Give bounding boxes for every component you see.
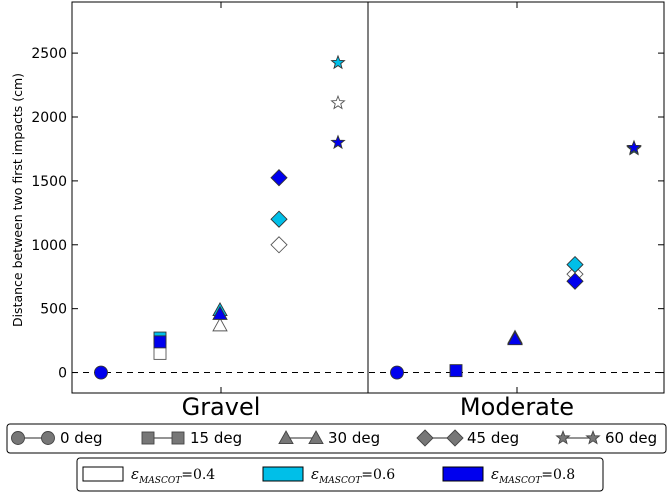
y-tick-label: 2000 [31,110,67,126]
panel-label-gravel: Gravel [182,393,261,421]
data-point [507,331,523,346]
legend-marker-star [555,429,571,445]
legend-label-angle: 0 deg [60,429,103,447]
legend-swatch [262,466,304,482]
data-point [270,236,288,254]
y-axis-label: Distance between two first impacts (cm) [10,73,25,327]
data-point [330,94,346,110]
legend-label-eps: εMASCOT=0.6 [311,465,395,486]
panel-label-moderate: Moderate [460,393,574,421]
angle-legend-frame [6,423,667,454]
data-point [390,365,404,380]
data-point [330,134,346,150]
legend-marker-triangle [308,430,324,445]
data-point [153,346,167,360]
data-point [626,139,642,155]
legend-label-angle: 60 deg [605,429,657,447]
legend-marker-triangle [278,430,294,445]
legend-marker-star [585,429,601,445]
data-point [566,272,584,290]
data-point [449,364,463,378]
angle-legend: 0 deg 15 deg 30 deg 45 deg 60 deg [6,423,667,454]
y-tick-label: 0 [58,366,67,382]
y-tick-label: 2500 [31,46,67,62]
legend-swatch [82,466,124,482]
legend-swatch [442,466,484,482]
data-point [212,317,228,332]
legend-label-angle: 15 deg [190,429,242,447]
data-point [153,335,167,349]
legend-marker-diamond [446,429,464,447]
legend-marker-square [171,431,185,445]
eps-legend-frame [76,457,604,492]
mascot-eps-legend: εMASCOT=0.4 εMASCOT=0.6 εMASCOT=0.8 [76,457,604,492]
data-point [566,255,584,274]
y-tick-label: 1500 [31,174,67,190]
data-point [94,365,108,380]
legend-label-eps: εMASCOT=0.8 [491,465,575,486]
y-tick-label: 500 [40,302,67,318]
legend-label-eps: εMASCOT=0.4 [131,465,215,486]
plot-area: 0 500 1000 1500 2000 2500 [31,1,665,394]
legend-label-angle: 30 deg [328,429,380,447]
legend-marker-square [141,431,155,445]
legend-marker-circle [41,431,55,445]
data-point [270,169,288,187]
data-point [212,305,228,320]
legend-label-angle: 45 deg [467,429,519,447]
data-point [270,210,288,228]
legend-marker-circle [11,431,25,445]
data-point [330,54,346,70]
legend-marker-diamond [416,429,434,447]
y-tick-label: 1000 [31,238,67,254]
